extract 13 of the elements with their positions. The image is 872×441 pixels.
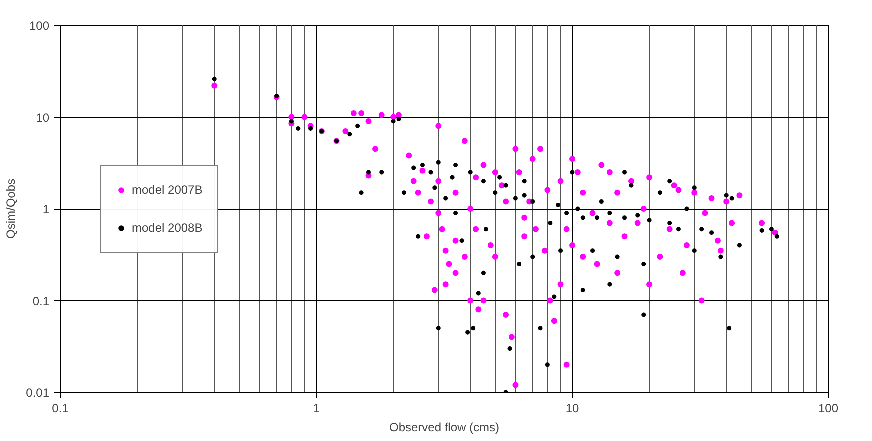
x-tick-label: 1 (313, 402, 320, 416)
x-axis-title: Observed flow (cms) (389, 420, 500, 434)
x-tick-label: 0.1 (52, 402, 70, 416)
y-tick-label: 1 (42, 202, 50, 216)
x-tick-label: 100 (818, 402, 839, 416)
y-tick-label: 0.1 (32, 294, 50, 308)
legend-label: model 2007B (132, 182, 203, 196)
x-tick-label: 10 (566, 402, 580, 416)
legend-label: model 2008B (132, 220, 203, 234)
y-tick-label: 0.01 (26, 386, 50, 400)
y-tick-label: 10 (36, 110, 50, 125)
y-axis-title: Qsim/Qobs (4, 178, 18, 240)
y-tick-label: 100 (29, 19, 50, 33)
